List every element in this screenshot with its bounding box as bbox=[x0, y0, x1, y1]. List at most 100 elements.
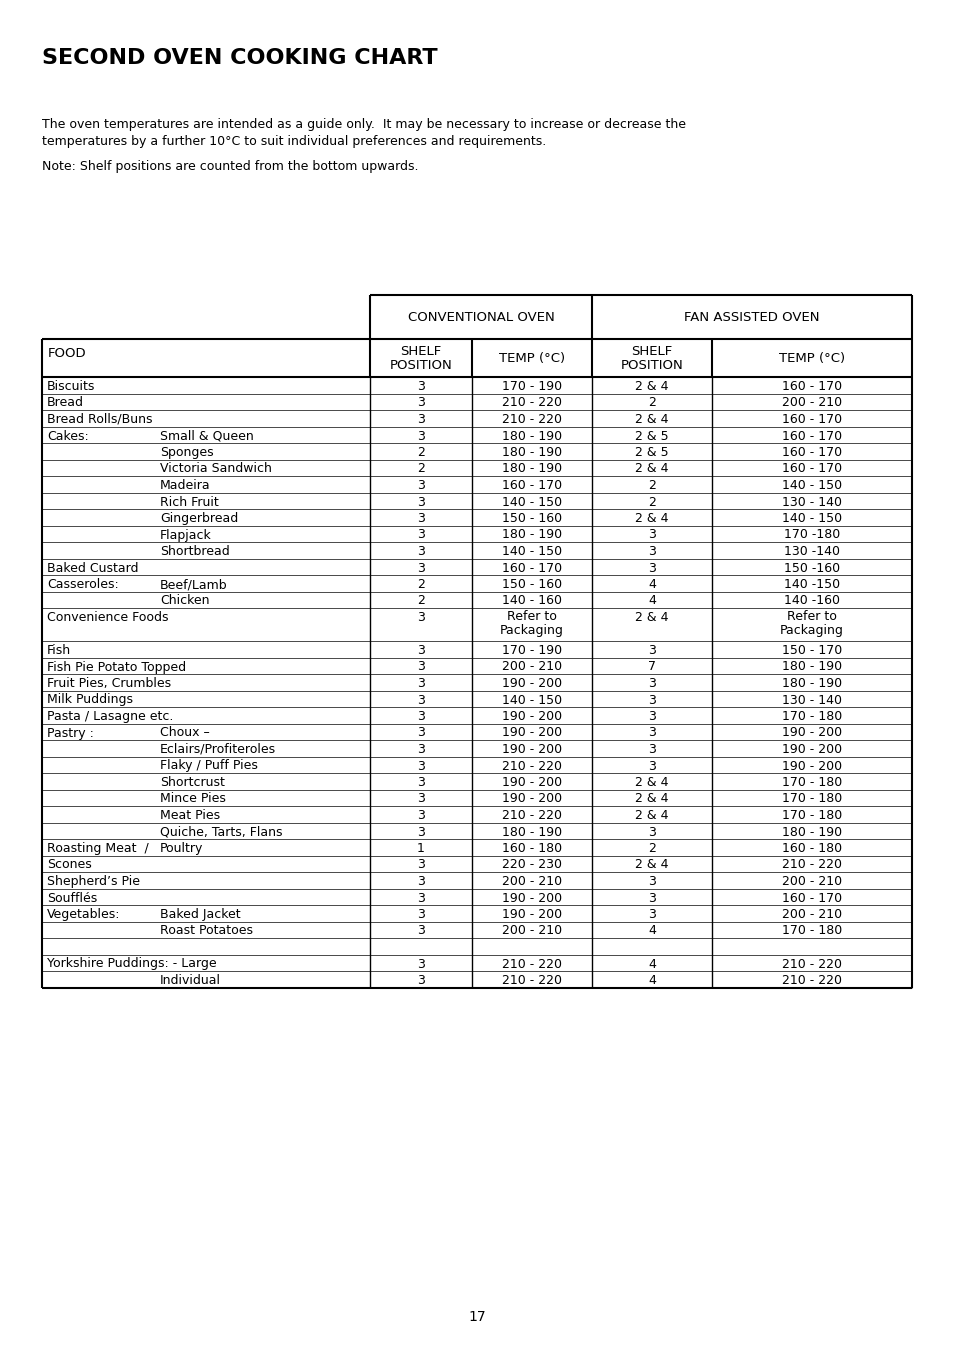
Text: Shortbread: Shortbread bbox=[160, 544, 230, 558]
Text: 160 - 170: 160 - 170 bbox=[781, 380, 841, 393]
Text: 2: 2 bbox=[647, 480, 656, 492]
Text: The oven temperatures are intended as a guide only.  It may be necessary to incr: The oven temperatures are intended as a … bbox=[42, 118, 685, 131]
Text: 2: 2 bbox=[647, 496, 656, 508]
Text: 160 - 170: 160 - 170 bbox=[781, 892, 841, 905]
Text: Fish Pie Potato Topped: Fish Pie Potato Topped bbox=[47, 661, 186, 674]
Text: Shortcrust: Shortcrust bbox=[160, 775, 225, 789]
Text: 3: 3 bbox=[416, 924, 424, 938]
Text: 190 - 200: 190 - 200 bbox=[501, 727, 561, 739]
Text: 170 - 180: 170 - 180 bbox=[781, 793, 841, 805]
Text: 2: 2 bbox=[416, 462, 424, 476]
Text: 3: 3 bbox=[647, 825, 656, 839]
Text: Flaky / Puff Pies: Flaky / Puff Pies bbox=[160, 759, 257, 773]
Text: 2 & 4: 2 & 4 bbox=[635, 462, 668, 476]
Text: Quiche, Tarts, Flans: Quiche, Tarts, Flans bbox=[160, 825, 282, 839]
Text: 200 - 210: 200 - 210 bbox=[501, 875, 561, 888]
Text: SHELF: SHELF bbox=[631, 345, 672, 358]
Text: Flapjack: Flapjack bbox=[160, 528, 212, 542]
Text: 2: 2 bbox=[416, 578, 424, 590]
Text: 2: 2 bbox=[647, 396, 656, 409]
Text: Note: Shelf positions are counted from the bottom upwards.: Note: Shelf positions are counted from t… bbox=[42, 159, 418, 173]
Text: Packaging: Packaging bbox=[780, 624, 843, 638]
Text: Packaging: Packaging bbox=[499, 624, 563, 638]
Text: Pasta / Lasagne etc.: Pasta / Lasagne etc. bbox=[47, 711, 173, 723]
Text: 200 - 210: 200 - 210 bbox=[501, 661, 561, 674]
Text: 190 - 200: 190 - 200 bbox=[781, 759, 841, 773]
Text: 140 - 150: 140 - 150 bbox=[781, 480, 841, 492]
Text: 3: 3 bbox=[416, 825, 424, 839]
Text: 160 - 170: 160 - 170 bbox=[781, 446, 841, 459]
Text: 3: 3 bbox=[647, 711, 656, 723]
Text: Casseroles:: Casseroles: bbox=[47, 578, 118, 590]
Text: 2 & 4: 2 & 4 bbox=[635, 413, 668, 426]
Text: Baked Custard: Baked Custard bbox=[47, 562, 138, 574]
Text: 2: 2 bbox=[416, 446, 424, 459]
Text: 3: 3 bbox=[416, 858, 424, 871]
Text: 140 -150: 140 -150 bbox=[783, 578, 840, 590]
Text: Chicken: Chicken bbox=[160, 594, 210, 608]
Text: 130 - 140: 130 - 140 bbox=[781, 693, 841, 707]
Text: 3: 3 bbox=[647, 908, 656, 921]
Text: 2: 2 bbox=[416, 594, 424, 608]
Text: 140 - 150: 140 - 150 bbox=[781, 512, 841, 526]
Text: 3: 3 bbox=[416, 727, 424, 739]
Text: 210 - 220: 210 - 220 bbox=[501, 958, 561, 970]
Text: 3: 3 bbox=[416, 396, 424, 409]
Text: 3: 3 bbox=[416, 793, 424, 805]
Text: TEMP (°C): TEMP (°C) bbox=[778, 353, 844, 365]
Text: Vegetables:: Vegetables: bbox=[47, 908, 120, 921]
Text: Fish: Fish bbox=[47, 644, 71, 657]
Text: 3: 3 bbox=[647, 544, 656, 558]
Text: 3: 3 bbox=[647, 743, 656, 757]
Text: 190 - 200: 190 - 200 bbox=[501, 908, 561, 921]
Text: 3: 3 bbox=[416, 775, 424, 789]
Text: 180 - 190: 180 - 190 bbox=[501, 446, 561, 459]
Text: Soufflés: Soufflés bbox=[47, 892, 97, 905]
Text: POSITION: POSITION bbox=[620, 359, 682, 372]
Text: 3: 3 bbox=[416, 677, 424, 690]
Text: 4: 4 bbox=[647, 578, 656, 590]
Text: Cakes:: Cakes: bbox=[47, 430, 89, 443]
Text: 150 - 170: 150 - 170 bbox=[781, 644, 841, 657]
Text: 180 - 190: 180 - 190 bbox=[781, 677, 841, 690]
Text: 3: 3 bbox=[416, 743, 424, 757]
Text: 3: 3 bbox=[416, 480, 424, 492]
Text: 160 - 170: 160 - 170 bbox=[781, 413, 841, 426]
Text: 4: 4 bbox=[647, 974, 656, 988]
Text: 4: 4 bbox=[647, 958, 656, 970]
Text: Victoria Sandwich: Victoria Sandwich bbox=[160, 462, 272, 476]
Text: Baked Jacket: Baked Jacket bbox=[160, 908, 240, 921]
Text: 2 & 4: 2 & 4 bbox=[635, 512, 668, 526]
Text: 190 - 200: 190 - 200 bbox=[501, 775, 561, 789]
Text: 3: 3 bbox=[416, 908, 424, 921]
Text: 210 - 220: 210 - 220 bbox=[781, 958, 841, 970]
Text: 3: 3 bbox=[416, 430, 424, 443]
Text: Eclairs/Profiteroles: Eclairs/Profiteroles bbox=[160, 743, 275, 757]
Text: 170 - 180: 170 - 180 bbox=[781, 809, 841, 821]
Text: 180 - 190: 180 - 190 bbox=[781, 825, 841, 839]
Text: 200 - 210: 200 - 210 bbox=[501, 924, 561, 938]
Text: 160 - 180: 160 - 180 bbox=[781, 842, 841, 855]
Text: 3: 3 bbox=[647, 759, 656, 773]
Text: 3: 3 bbox=[416, 661, 424, 674]
Text: 200 - 210: 200 - 210 bbox=[781, 908, 841, 921]
Text: 190 - 200: 190 - 200 bbox=[781, 743, 841, 757]
Text: 160 - 170: 160 - 170 bbox=[501, 562, 561, 574]
Text: 210 - 220: 210 - 220 bbox=[501, 413, 561, 426]
Text: 190 - 200: 190 - 200 bbox=[501, 793, 561, 805]
Text: Beef/Lamb: Beef/Lamb bbox=[160, 578, 228, 590]
Text: 2 & 4: 2 & 4 bbox=[635, 793, 668, 805]
Text: 3: 3 bbox=[416, 875, 424, 888]
Text: 160 - 180: 160 - 180 bbox=[501, 842, 561, 855]
Text: 190 - 200: 190 - 200 bbox=[781, 727, 841, 739]
Text: Rich Fruit: Rich Fruit bbox=[160, 496, 218, 508]
Text: Refer to: Refer to bbox=[507, 611, 557, 623]
Text: 210 - 220: 210 - 220 bbox=[781, 974, 841, 988]
Text: 160 - 170: 160 - 170 bbox=[781, 462, 841, 476]
Text: 3: 3 bbox=[416, 711, 424, 723]
Text: 170 - 180: 170 - 180 bbox=[781, 711, 841, 723]
Text: 180 - 190: 180 - 190 bbox=[501, 528, 561, 542]
Text: FOOD: FOOD bbox=[48, 347, 87, 359]
Text: 130 -140: 130 -140 bbox=[783, 544, 840, 558]
Text: 210 - 220: 210 - 220 bbox=[501, 396, 561, 409]
